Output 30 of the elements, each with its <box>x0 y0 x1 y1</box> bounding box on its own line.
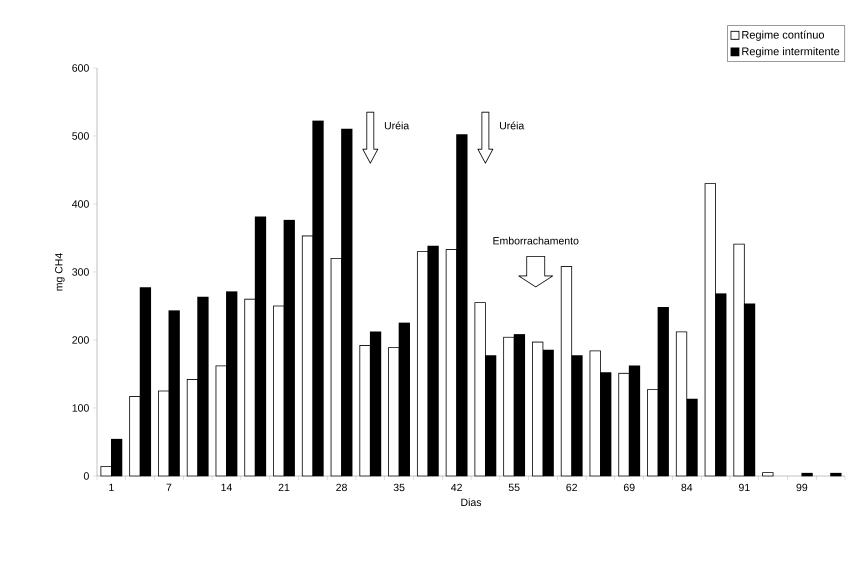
x-tick-label: 42 <box>451 484 462 492</box>
bar <box>801 472 813 476</box>
x-tick-label: 1 <box>109 484 114 491</box>
x-tick-label: 91 <box>738 484 750 492</box>
x-tick-label: 28 <box>336 484 347 492</box>
y-tick-label: 400 <box>72 200 89 208</box>
y-axis-title: mg CH4 <box>55 253 65 291</box>
bar <box>830 472 842 476</box>
x-axis-title: Dias <box>461 498 482 506</box>
y-tick-label: 100 <box>72 404 89 412</box>
x-tick-label: 84 <box>681 484 692 492</box>
legend-label: Regime intermitente <box>742 47 840 58</box>
x-tick-label: 14 <box>221 484 232 491</box>
y-tick-label: 600 <box>72 64 89 72</box>
y-tick-label: 200 <box>72 336 89 344</box>
annotation: Uréia <box>500 122 524 130</box>
x-tick-label: 62 <box>566 484 577 492</box>
bar <box>762 472 774 476</box>
x-tick-label: 35 <box>394 484 404 492</box>
annotation: Emborrachamento <box>493 236 578 245</box>
x-tick-label: 99 <box>796 484 808 492</box>
x-tick-label: 69 <box>624 484 635 492</box>
x-tick-label: 21 <box>278 484 290 492</box>
y-tick-label: 0 <box>84 472 89 480</box>
y-tick-label: 300 <box>72 268 89 276</box>
x-tick-label: 55 <box>508 484 520 492</box>
x-tick-label: 7 <box>166 484 172 491</box>
y-tick-label: 500 <box>72 132 89 140</box>
legend-label: Regime contínuo <box>742 30 824 41</box>
annotation: Uréia <box>384 122 410 130</box>
